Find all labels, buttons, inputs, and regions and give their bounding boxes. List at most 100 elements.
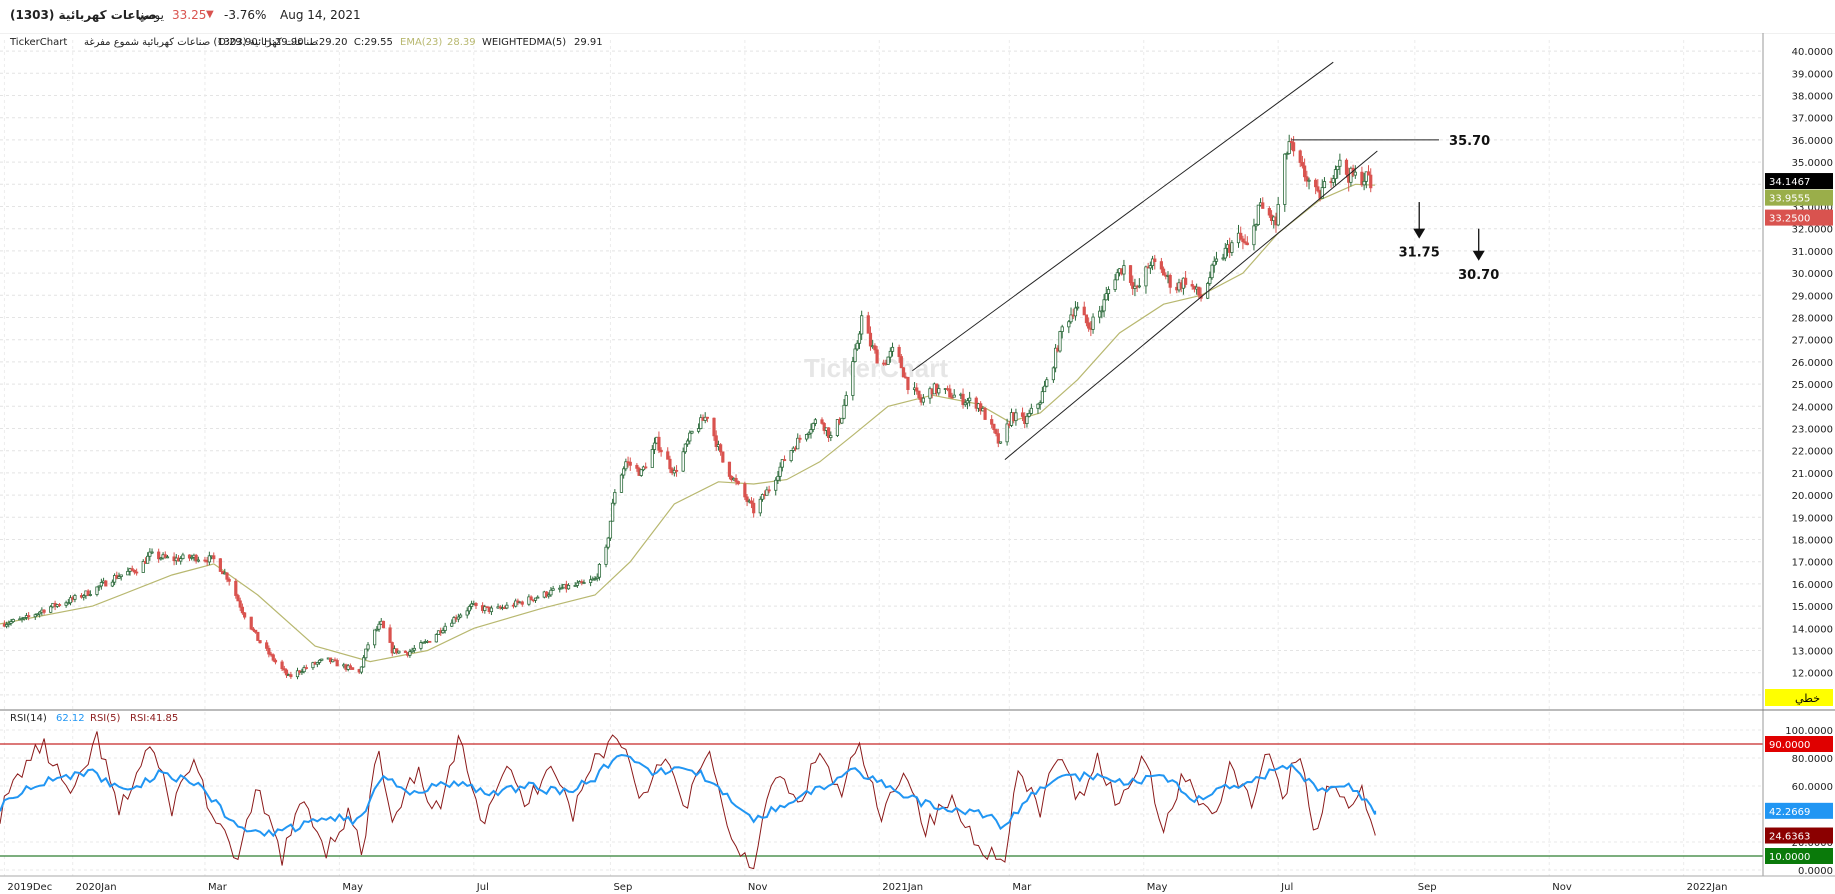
candle-body[interactable] [49, 606, 53, 613]
period-label[interactable]: يومي [138, 8, 164, 22]
candle-body[interactable] [251, 628, 256, 631]
candle-body[interactable] [68, 597, 73, 604]
candle-body[interactable] [1076, 306, 1080, 309]
candle-body[interactable] [1161, 268, 1166, 276]
candle-body[interactable] [527, 596, 531, 605]
candle-body[interactable] [1091, 316, 1095, 330]
candle-body[interactable] [1214, 258, 1219, 262]
candle-body[interactable] [1067, 321, 1071, 328]
candle-body[interactable] [135, 571, 139, 574]
candle-body[interactable] [736, 481, 740, 485]
candle-body[interactable] [549, 589, 553, 596]
candle-body[interactable] [641, 466, 646, 471]
candle-body[interactable] [719, 444, 723, 453]
candle-body[interactable] [589, 579, 593, 583]
candle-body[interactable] [1285, 153, 1289, 155]
candle-body[interactable] [1331, 178, 1335, 183]
candle-body[interactable] [1338, 159, 1342, 167]
candle-body[interactable] [1252, 225, 1256, 246]
candle-body[interactable] [749, 500, 754, 504]
candle-body[interactable] [181, 554, 185, 560]
candle-body[interactable] [668, 458, 672, 470]
candle-body[interactable] [238, 600, 242, 608]
candle-body[interactable] [119, 574, 123, 577]
candle-body[interactable] [952, 394, 956, 398]
candle-body[interactable] [1369, 174, 1373, 189]
candle-body[interactable] [130, 568, 134, 571]
candle-body[interactable] [727, 461, 732, 477]
candle-body[interactable] [1087, 322, 1091, 329]
trend-annotations[interactable]: 35.70 31.75 30.70 [912, 61, 1499, 460]
candle-body[interactable] [886, 356, 890, 365]
candle-body[interactable] [234, 580, 238, 596]
candle-body[interactable] [33, 614, 37, 618]
candle-body[interactable] [842, 404, 846, 419]
candle-body[interactable] [489, 607, 494, 613]
candle-body[interactable] [22, 617, 26, 620]
candle-body[interactable] [410, 649, 414, 653]
candle-body[interactable] [835, 419, 840, 436]
candle-body[interactable] [604, 546, 608, 565]
candle-body[interactable] [1069, 314, 1073, 323]
candle-body[interactable] [1131, 282, 1135, 289]
candle-body[interactable] [767, 489, 771, 492]
candle-body[interactable] [778, 466, 782, 477]
candle-body[interactable] [1036, 403, 1040, 409]
candle-body[interactable] [635, 464, 639, 469]
candle-body[interactable] [141, 561, 145, 573]
candle-body[interactable] [855, 342, 859, 350]
candle-body[interactable] [403, 650, 408, 653]
candle-body[interactable] [782, 459, 787, 462]
candle-body[interactable] [375, 628, 379, 631]
candle-body[interactable] [1243, 241, 1247, 244]
candle-body[interactable] [1005, 423, 1009, 443]
candle-body[interactable] [994, 429, 998, 435]
candle-body[interactable] [520, 601, 524, 605]
candle-body[interactable] [1283, 153, 1287, 205]
candle-body[interactable] [434, 634, 438, 643]
candle-body[interactable] [1239, 232, 1243, 240]
candle-body[interactable] [1106, 289, 1111, 295]
candle-body[interactable] [126, 570, 130, 576]
candle-body[interactable] [1159, 261, 1163, 270]
candle-body[interactable] [860, 315, 864, 335]
candle-body[interactable] [1314, 179, 1318, 188]
candle-body[interactable] [227, 578, 231, 582]
candle-body[interactable] [1287, 141, 1291, 154]
candle-body[interactable] [289, 674, 293, 678]
candle-body[interactable] [714, 435, 718, 447]
candle-body[interactable] [362, 657, 366, 668]
candle-body[interactable] [302, 667, 306, 673]
candle-body[interactable] [804, 434, 809, 440]
candle-body[interactable] [1322, 181, 1327, 189]
candle-body[interactable] [998, 441, 1003, 444]
candle-body[interactable] [364, 648, 368, 659]
candle-body[interactable] [529, 596, 533, 601]
candle-body[interactable] [470, 603, 474, 607]
candle-body[interactable] [1060, 326, 1064, 332]
candle-body[interactable] [300, 671, 304, 674]
candle-body[interactable] [1305, 176, 1309, 182]
candle-body[interactable] [1148, 265, 1152, 269]
candle-body[interactable] [5, 624, 9, 627]
candle-body[interactable] [844, 395, 848, 406]
company-name[interactable]: صناعات كهربائية (1303) [10, 8, 157, 22]
candle-body[interactable] [315, 662, 319, 665]
candle-body[interactable] [996, 433, 1000, 444]
candle-body[interactable] [983, 408, 987, 420]
candle-body[interactable] [721, 451, 725, 463]
candle-body[interactable] [899, 356, 903, 369]
candle-body[interactable] [611, 502, 615, 522]
candle-body[interactable] [38, 611, 42, 615]
candle-body[interactable] [1344, 159, 1349, 175]
candle-body[interactable] [827, 427, 831, 438]
candle-body[interactable] [57, 604, 62, 606]
candle-body[interactable] [765, 489, 769, 496]
candle-body[interactable] [397, 650, 401, 654]
candle-body[interactable] [243, 612, 247, 618]
candle-body[interactable] [1150, 258, 1155, 267]
candle-body[interactable] [9, 621, 13, 624]
candle-body[interactable] [965, 400, 970, 404]
candle-body[interactable] [974, 397, 978, 409]
candle-body[interactable] [906, 376, 910, 390]
